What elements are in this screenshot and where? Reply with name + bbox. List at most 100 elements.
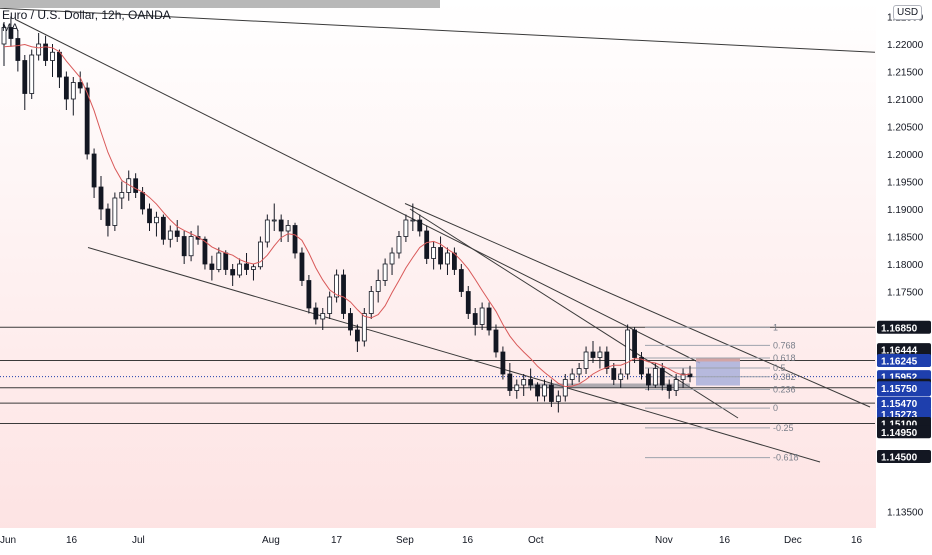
price-tick-label: 1.19500 [887,178,924,189]
candle-body [361,313,367,342]
candle-body [639,357,644,375]
price-tick-label: 1.17500 [887,288,924,299]
candle-body [244,263,249,270]
candle-body [140,192,145,210]
candle-body [327,296,333,314]
candle-body [680,373,686,380]
price-tick-label: 1.19000 [887,205,924,216]
candle-body [528,379,534,386]
price-badge-label: 1.14950 [881,428,918,439]
candle-body [562,379,568,397]
candle-body [486,307,492,331]
candle-body [50,51,55,61]
candle-body [278,219,284,232]
price-tick-label: 1.18000 [887,260,924,271]
candle-body [237,263,242,276]
candle-body [493,329,499,353]
price-badge-label: 1.15100 [881,420,918,431]
candle-body [375,280,381,292]
time-tick-label: Oct [528,535,544,546]
candle-body [646,373,651,386]
price-badges-layer: 1.168501.164441.162511.162451.1595201:13… [877,320,931,464]
candle-body [119,192,125,199]
candles-layer [1,16,693,413]
time-tick-label: 16 [66,535,78,546]
candle-body [22,60,28,94]
candle-body [257,241,263,268]
price-badge-label: 1.15273 [881,410,918,421]
fib-label: 0.768 [773,340,796,350]
candle-body [666,384,672,391]
candle-body [583,351,589,369]
candle-body [188,236,194,257]
price-badge-label: 1.15470 [881,399,918,410]
currency-badge[interactable]: USD [893,5,923,20]
candle-body [216,252,222,270]
candle-body [36,43,42,56]
time-tick-label: Sep [396,535,414,546]
fib-label: 1 [773,322,778,332]
candle-body [160,216,166,240]
candle-body [618,373,624,380]
price-tick-label: 1.21500 [887,68,924,79]
price-tick-label: 1.18500 [887,233,924,244]
candle-body [542,384,547,397]
candle-body [659,368,665,386]
position-box-target [696,357,740,362]
candle-body [507,373,513,391]
price-badge [877,396,931,410]
candle-body [29,54,35,94]
candle-body [403,219,409,237]
candle-body [181,236,187,257]
moving-average-layer [3,44,691,388]
trendline [87,247,821,463]
price-badge-label: 1.16850 [881,323,918,334]
price-tick-label: 1.21000 [887,95,924,106]
candle-body [43,43,48,61]
candle-body [354,329,360,342]
candle-body [147,208,152,224]
fib-label: 0.618 [773,353,796,363]
trendline [0,7,876,53]
candle-body [223,252,229,270]
price-axis: 1.225001.220001.215001.210001.205001.200… [876,0,932,546]
price-badge-label: 1.16444 [881,346,918,357]
price-badge-label: 1.15750 [881,384,918,395]
fib-label: 0 [773,403,778,413]
symbol-title[interactable]: Euro / U.S. Dollar, 12h, OANDA [2,8,171,22]
candle-body [417,219,423,232]
time-tick-label: 16 [719,535,731,546]
time-tick-label: 16 [462,535,474,546]
price-badge [877,381,931,395]
candle-body [70,82,76,100]
trendline [14,18,701,364]
fib-label: -0.25 [773,423,794,433]
candle-body [389,252,395,265]
candle-body [569,373,575,380]
time-tick-label: 16 [851,535,863,546]
title-bar [0,0,440,8]
time-tick-label: Jun [0,535,16,546]
candle-body [1,27,7,45]
price-badge-label: 1.14500 [881,453,918,464]
candle-body [458,269,464,292]
candle-body [514,384,520,391]
indicator-label[interactable]: MA [2,22,19,34]
candle-body [63,76,69,100]
candle-body [604,351,610,369]
candle-body [264,219,270,243]
candle-body [167,230,173,240]
candle-body [154,216,159,224]
price-badge [877,450,931,463]
price-tick-label: 1.22000 [887,40,924,51]
time-tick-label: Dec [784,535,802,546]
time-tick-label: Nov [655,535,673,546]
candle-body [174,230,180,237]
price-badge [877,343,931,357]
fib-label: 0.5 [773,363,786,373]
candle-body [410,219,416,222]
candle-body [396,236,402,254]
candle-body [652,368,658,386]
